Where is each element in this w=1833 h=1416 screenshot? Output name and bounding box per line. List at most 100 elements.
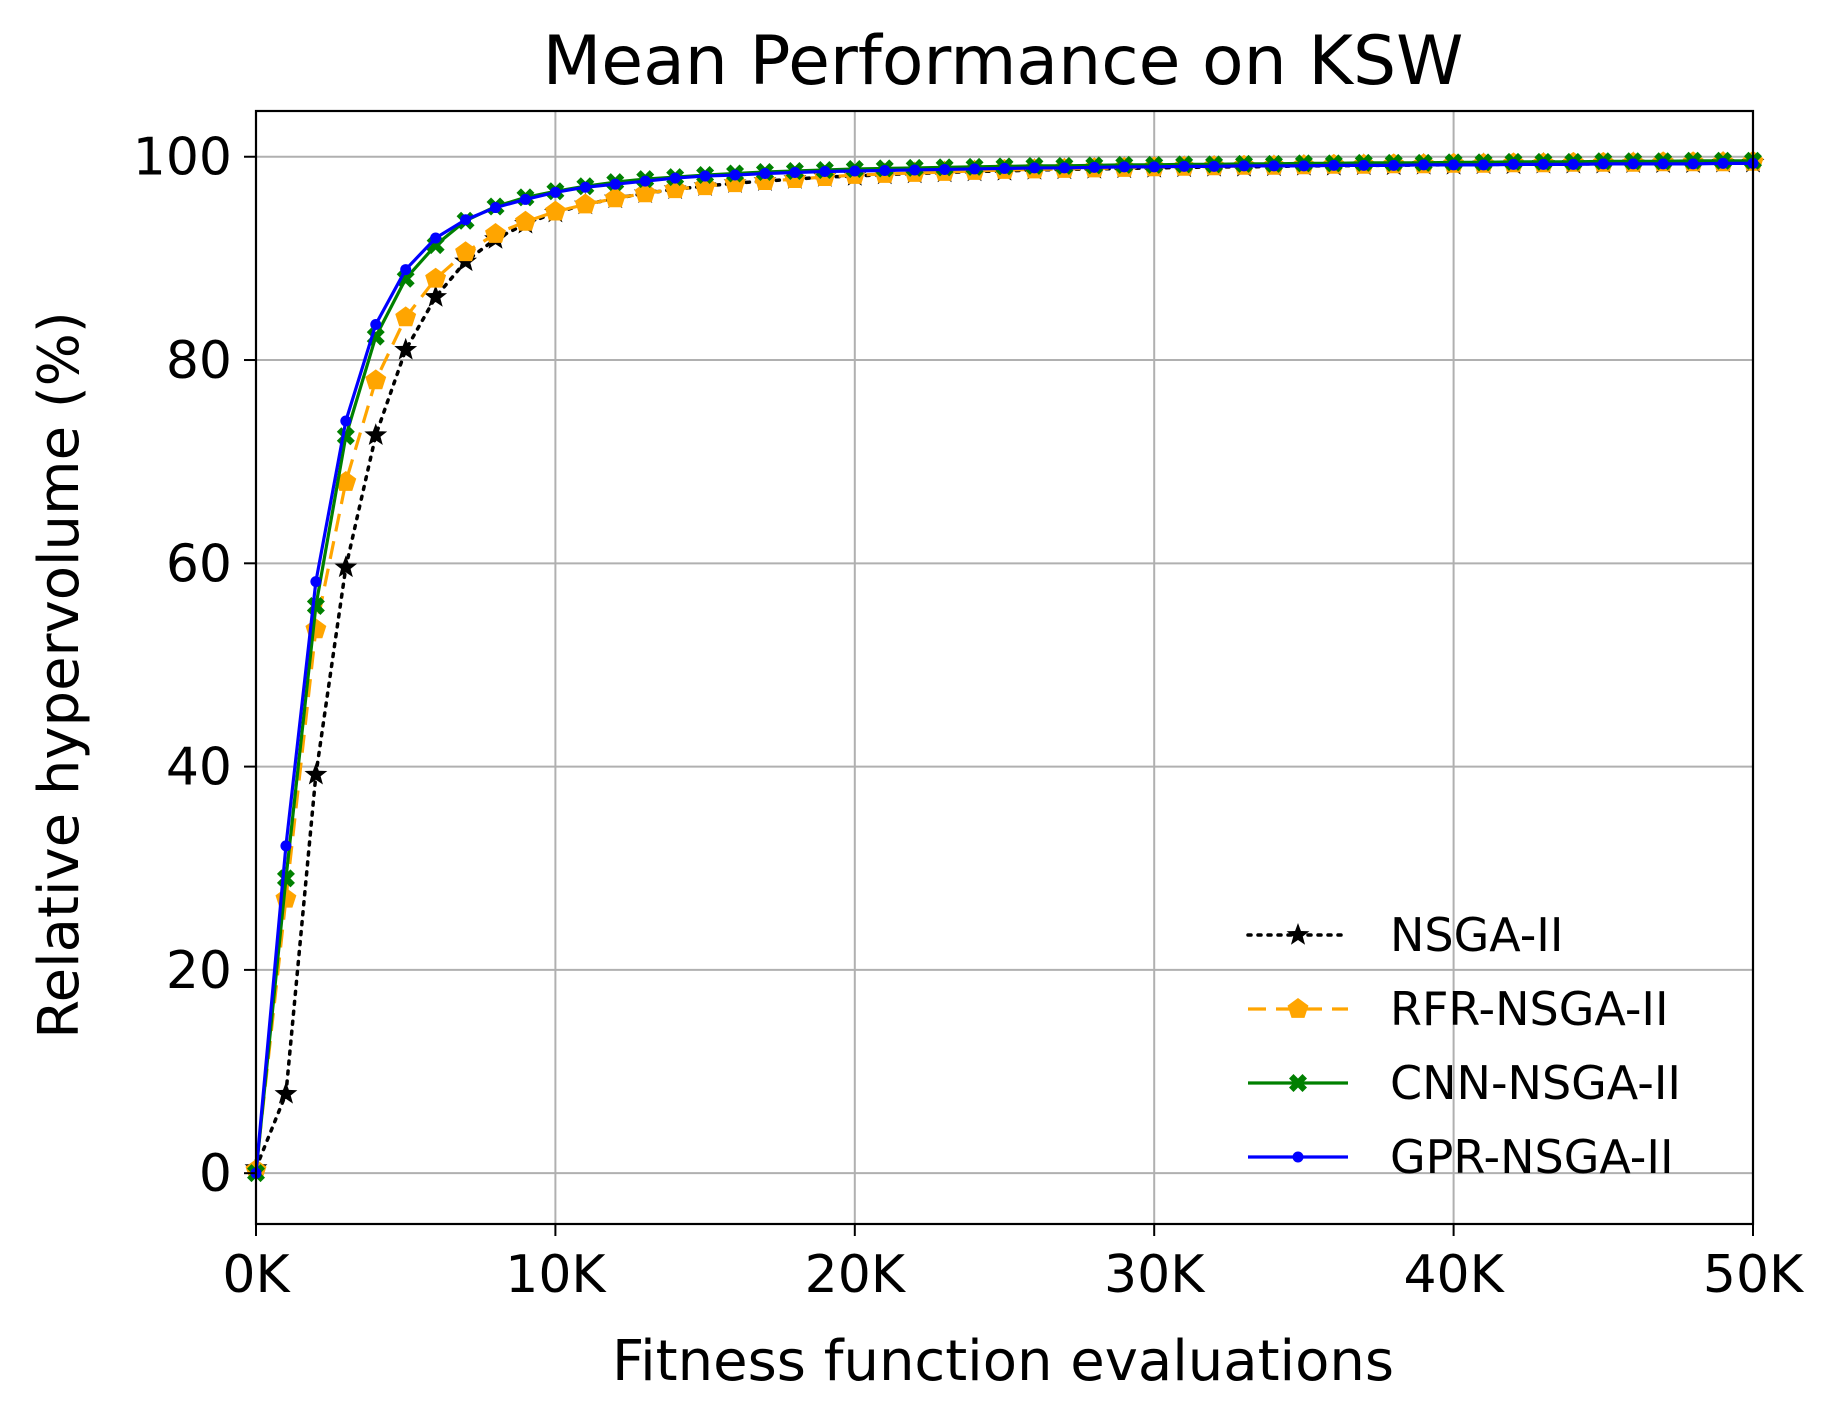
x-tick-label: 30K xyxy=(1104,1245,1206,1305)
data-point-dot xyxy=(1418,159,1430,171)
y-tick-label: 60 xyxy=(166,534,232,594)
data-point-dot xyxy=(879,164,891,176)
data-point-dot xyxy=(999,162,1010,174)
legend: NSGA-II RFR-NSGA-II CNN-NSGA-II GPR-NSGA-II xyxy=(1246,908,1681,1184)
x-tick-label: 10K xyxy=(505,1245,607,1305)
data-point-dot xyxy=(1208,160,1220,172)
data-point-dot xyxy=(789,166,801,178)
legend-label: NSGA-II xyxy=(1390,908,1563,962)
data-point-dot xyxy=(1507,158,1519,170)
data-point-dot xyxy=(1088,161,1100,173)
data-point-dot xyxy=(819,165,831,177)
y-tick-label: 40 xyxy=(166,738,232,798)
data-point-pentagon xyxy=(485,222,506,243)
data-point-dot xyxy=(1388,159,1400,171)
series-gpr-nsga-ii xyxy=(250,157,1759,1179)
data-point-dot xyxy=(909,164,921,176)
data-point-pentagon xyxy=(515,210,536,231)
y-axis-label: Relative hypervolume (%) xyxy=(27,311,92,1038)
data-point-star xyxy=(334,555,358,578)
legend-label: CNN-NSGA-II xyxy=(1390,1056,1681,1110)
data-point-dot xyxy=(1537,158,1549,170)
y-tick-label: 80 xyxy=(166,331,232,391)
data-point-star xyxy=(304,762,328,785)
data-point-dot xyxy=(310,576,322,588)
data-point-dot xyxy=(1597,158,1609,170)
data-point-dot xyxy=(969,163,981,175)
chart-title: Mean Performance on KSW xyxy=(543,22,1464,101)
data-point-dot xyxy=(549,186,561,198)
data-point-dot xyxy=(729,169,741,181)
data-point-dot xyxy=(280,840,292,852)
data-point-dot xyxy=(1478,159,1490,171)
data-point-dot xyxy=(1687,158,1699,170)
legend-label: RFR-NSGA-II xyxy=(1390,982,1669,1036)
data-point-dot xyxy=(1717,157,1729,169)
data-point-pentagon xyxy=(425,267,447,288)
data-point-dot xyxy=(1238,160,1250,172)
data-point-pentagon xyxy=(365,369,387,390)
data-point-dot xyxy=(1328,159,1340,171)
data-point-dot xyxy=(1148,161,1160,173)
legend-marker xyxy=(1286,923,1310,945)
data-point-star xyxy=(394,337,418,360)
x-tick-label: 20K xyxy=(805,1245,907,1305)
data-point-dot xyxy=(1178,160,1190,172)
legend-item: CNN-NSGA-II xyxy=(1248,1056,1681,1110)
y-tick-label: 100 xyxy=(133,128,232,188)
data-point-dot xyxy=(1448,159,1460,171)
data-point-dot xyxy=(1268,160,1280,172)
legend-label: GPR-NSGA-II xyxy=(1390,1130,1674,1184)
series-layer xyxy=(244,150,1765,1183)
data-point-pentagon xyxy=(604,187,626,208)
data-point-dot xyxy=(639,175,651,187)
data-point-dot xyxy=(1118,161,1130,173)
data-point-pentagon xyxy=(395,306,417,327)
legend-marker xyxy=(1287,998,1309,1018)
data-point-dot xyxy=(939,163,951,175)
legend-marker xyxy=(1292,1151,1304,1163)
data-point-dot xyxy=(490,202,502,214)
x-tick-label: 0K xyxy=(222,1245,291,1305)
data-point-star xyxy=(274,1081,298,1104)
data-point-dot xyxy=(1657,158,1669,170)
data-point-dot xyxy=(370,318,382,330)
plot-area-frame xyxy=(254,109,1755,1226)
data-point-dot xyxy=(1358,159,1370,171)
data-point-dot xyxy=(460,214,472,226)
data-point-dot xyxy=(1627,158,1639,170)
data-point-dot xyxy=(849,165,861,177)
x-tick-label: 40K xyxy=(1403,1245,1505,1305)
data-point-star xyxy=(424,285,448,307)
legend-item: RFR-NSGA-II xyxy=(1248,982,1669,1036)
data-point-dot xyxy=(519,193,531,205)
legend-item: GPR-NSGA-II xyxy=(1248,1130,1674,1184)
data-point-dot xyxy=(759,168,771,180)
data-point-pentagon xyxy=(574,193,596,214)
data-point-dot xyxy=(699,170,711,182)
x-axis-label: Fitness function evaluations xyxy=(612,1329,1394,1394)
data-point-pentagon xyxy=(455,241,477,262)
data-point-dot xyxy=(669,172,681,184)
axis-ticks: 0K 10K 20K 30K 40K 50K 0 20 40 60 80 100 xyxy=(133,128,1805,1305)
data-point-x xyxy=(396,269,415,288)
data-point-star xyxy=(364,423,388,445)
legend-item: NSGA-II xyxy=(1246,908,1563,962)
data-point-dot xyxy=(579,181,591,193)
data-point-dot xyxy=(340,415,352,427)
data-point-dot xyxy=(430,232,442,244)
data-point-dot xyxy=(1298,160,1310,172)
data-point-dot xyxy=(1028,162,1040,174)
y-tick-label: 20 xyxy=(166,941,232,1001)
data-point-dot xyxy=(609,178,621,190)
data-point-pentagon xyxy=(335,471,357,491)
legend-marker xyxy=(1289,1074,1307,1092)
x-tick-label: 50K xyxy=(1703,1245,1805,1305)
data-point-pentagon xyxy=(544,200,566,221)
data-point-dot xyxy=(1058,162,1070,174)
data-point-dot xyxy=(400,264,412,276)
y-tick-label: 0 xyxy=(199,1144,232,1204)
data-point-dot xyxy=(1567,158,1579,170)
